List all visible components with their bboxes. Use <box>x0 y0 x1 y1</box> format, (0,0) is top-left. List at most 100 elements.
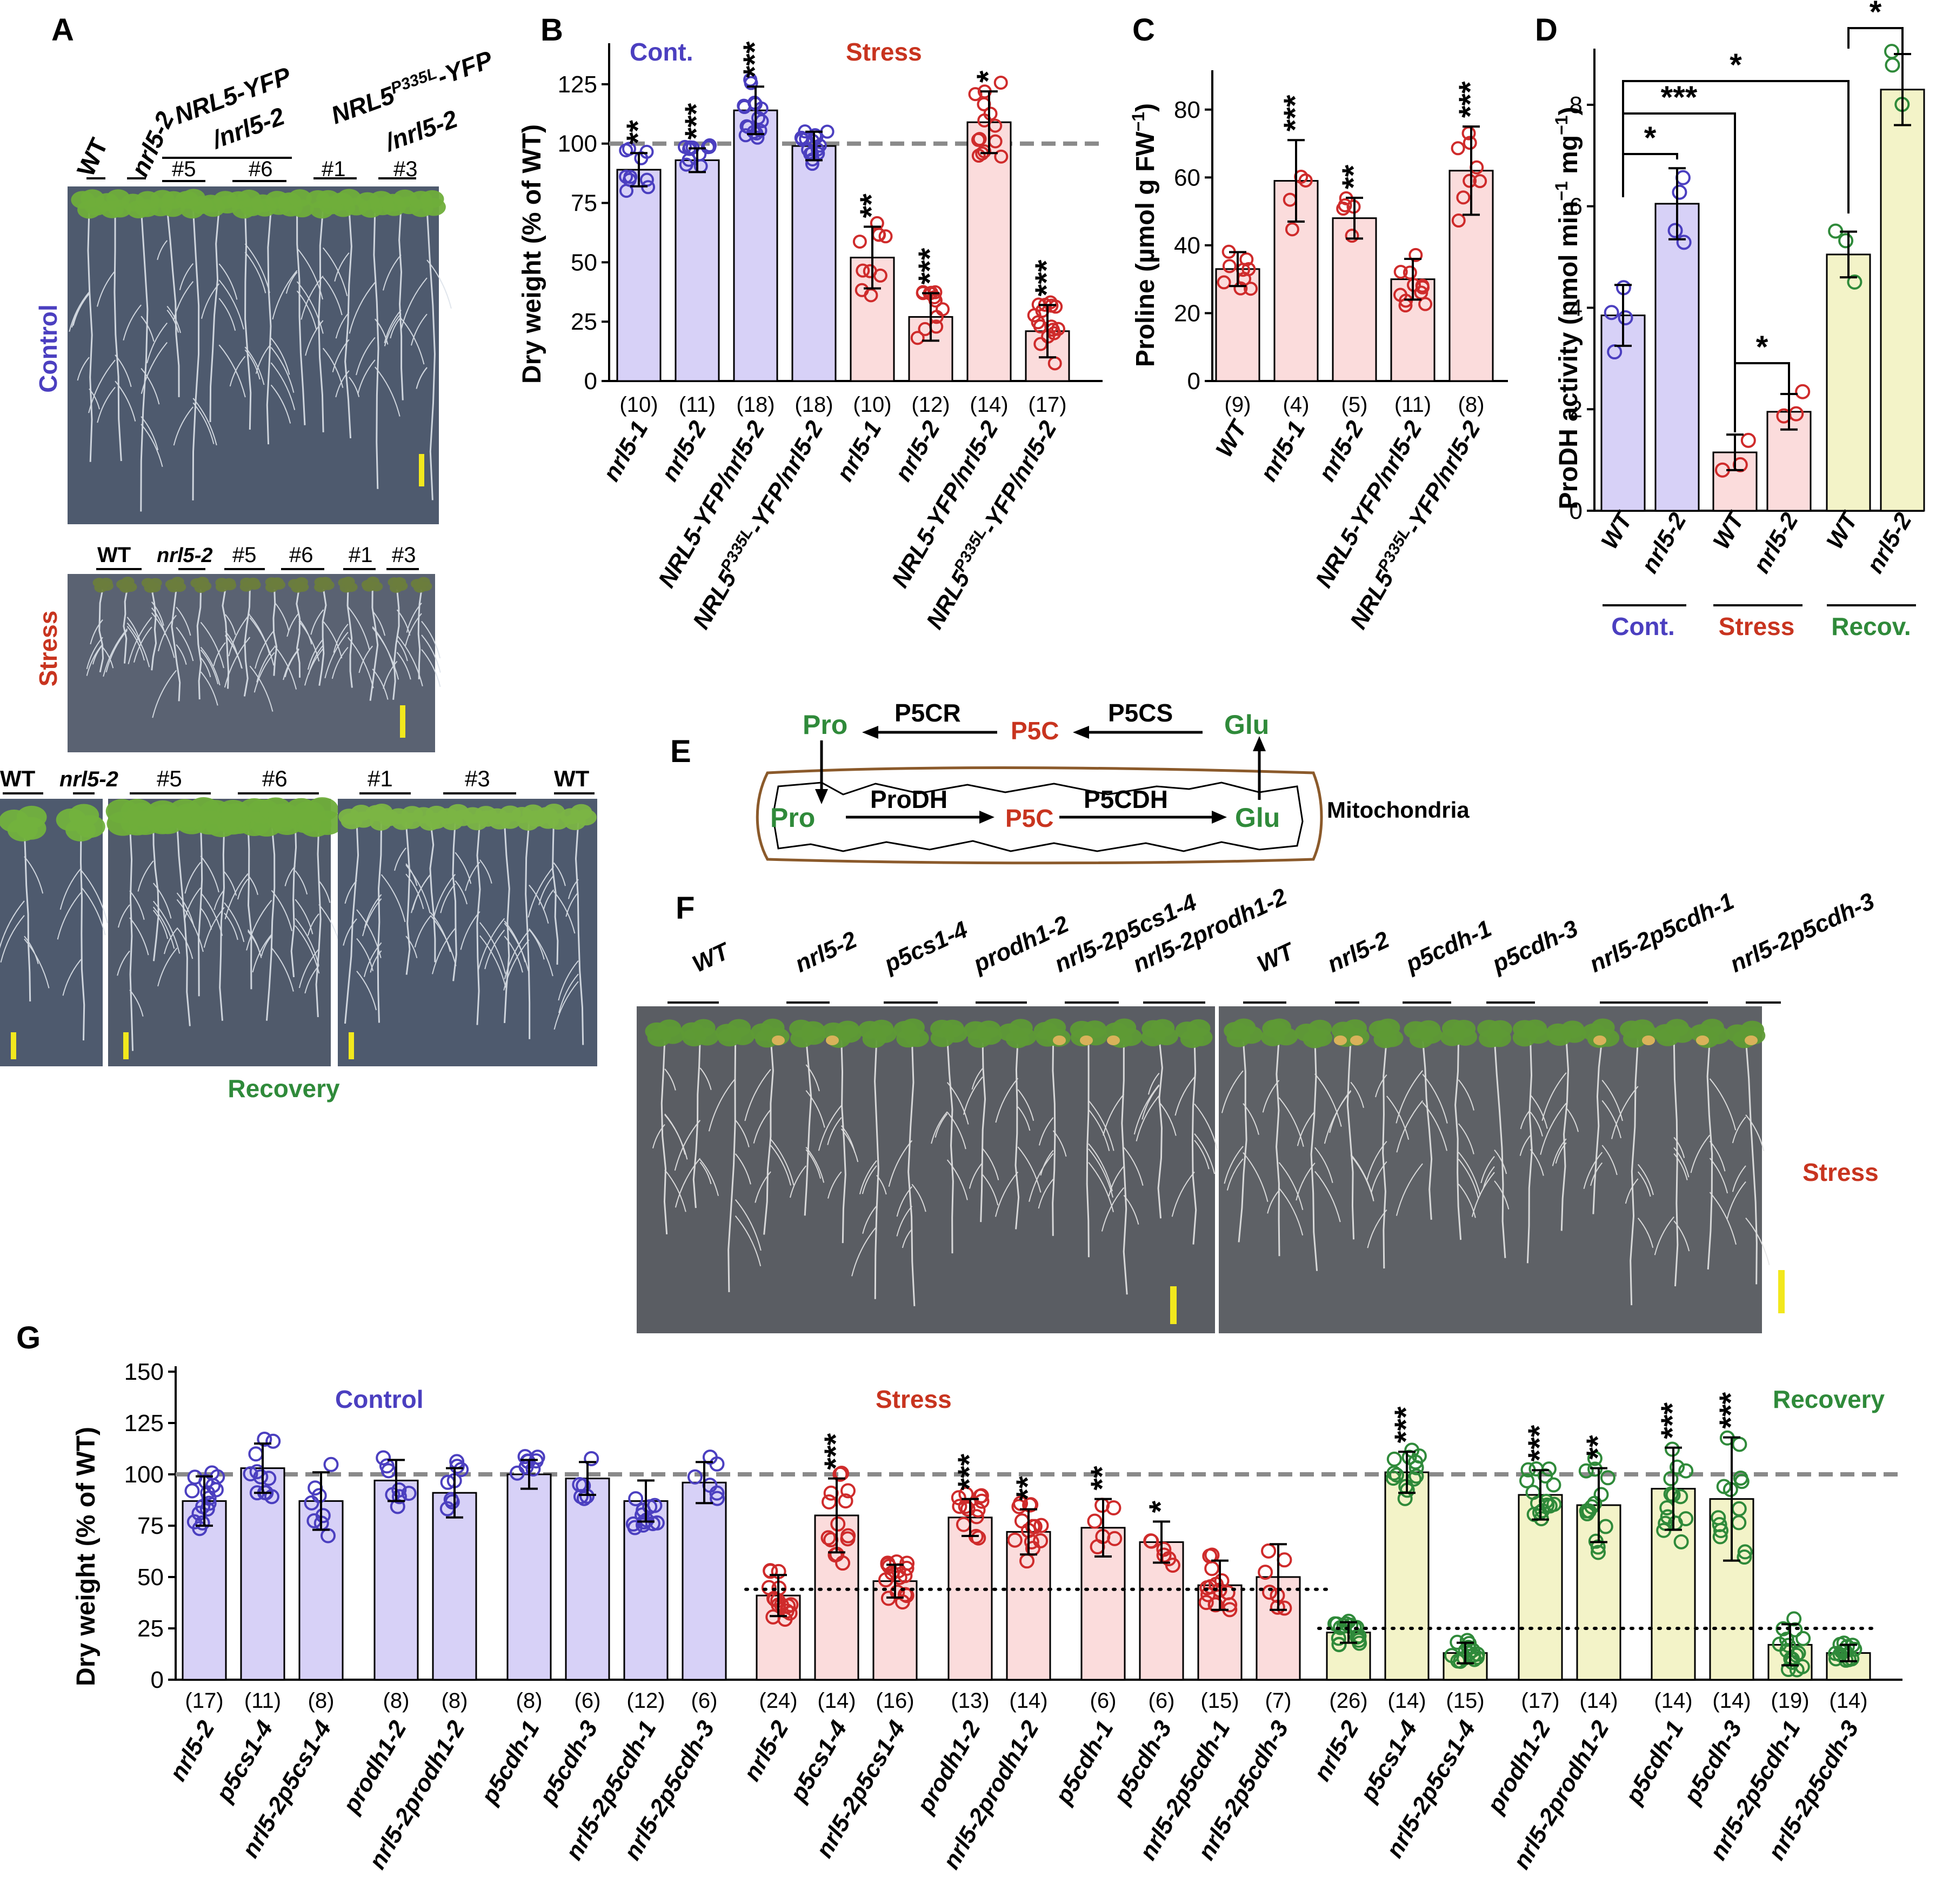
lateral-root <box>1371 1161 1387 1192</box>
category-label: WT <box>1708 507 1750 553</box>
data-point <box>1385 1471 1401 1486</box>
y-axis-label-b: Dry weight (% of WT) <box>518 124 546 384</box>
panel-label-e: E <box>670 734 691 769</box>
root <box>1346 1037 1355 1240</box>
label-line-3-stress: #3 <box>392 543 416 567</box>
pale-leaf <box>1350 1035 1363 1045</box>
n-label: (14) <box>1654 1689 1692 1713</box>
root <box>1493 1037 1506 1258</box>
lateral-root <box>529 884 549 924</box>
label-wt: WT <box>71 133 113 181</box>
leaf <box>222 578 236 588</box>
data-point <box>763 1564 778 1579</box>
leaf <box>69 804 99 827</box>
lateral-root <box>372 626 395 671</box>
lateral-root <box>384 310 402 343</box>
leaf <box>1232 1018 1256 1037</box>
significance: *** <box>1453 81 1488 118</box>
bracket-wt-recov <box>1622 80 1850 213</box>
data-point <box>1734 1474 1750 1489</box>
lateral-root <box>1601 1100 1622 1139</box>
leaf <box>288 189 312 208</box>
lateral-root <box>1038 1117 1054 1146</box>
data-point <box>635 1517 651 1533</box>
data-point <box>1051 322 1065 336</box>
significance: ** <box>1336 164 1371 189</box>
pale-leaf <box>1053 1035 1066 1045</box>
root <box>525 821 531 1039</box>
lateral-root <box>335 370 350 398</box>
n-label: (17) <box>185 1689 223 1713</box>
label-line-1: #1 <box>322 157 346 181</box>
lateral-root <box>1262 1080 1280 1113</box>
pathway-arrows <box>815 726 1266 824</box>
lateral-root <box>394 847 406 871</box>
root <box>1238 1037 1247 1242</box>
data-point <box>780 1598 796 1614</box>
bar <box>947 1516 993 1681</box>
lateral-root <box>1458 1184 1476 1218</box>
lateral-root <box>1519 1135 1531 1156</box>
label-wt-recovery: WT <box>0 766 36 791</box>
leaf <box>940 1019 964 1038</box>
lateral-root <box>1243 1103 1259 1135</box>
data-point <box>1144 1533 1159 1549</box>
data-point <box>1723 1482 1738 1498</box>
data-point <box>576 1491 592 1506</box>
data-point <box>195 1515 210 1531</box>
data-point <box>928 293 943 308</box>
lateral-root <box>192 402 215 444</box>
leaf <box>1665 1019 1689 1037</box>
y-tick-label: 4 <box>1570 295 1583 321</box>
lateral-root <box>380 874 406 923</box>
data-point <box>1277 1552 1292 1568</box>
y-tick-label: 80 <box>1174 97 1200 123</box>
data-point <box>323 1457 339 1472</box>
root <box>476 821 481 1025</box>
root <box>171 589 181 702</box>
lateral-root <box>412 873 431 910</box>
category-label: WT <box>1211 415 1253 462</box>
data-point <box>1393 264 1408 279</box>
lateral-root <box>911 1184 926 1212</box>
label-stress-f: Stress <box>1803 1158 1879 1186</box>
lateral-root <box>272 270 298 320</box>
data-point <box>391 1489 407 1505</box>
lateral-root <box>931 1111 948 1144</box>
root <box>222 589 230 689</box>
lateral-root <box>249 665 273 712</box>
root <box>344 821 359 1024</box>
y-tick-label: 0 <box>151 1667 164 1693</box>
root <box>452 821 457 981</box>
lateral-root <box>735 1199 762 1251</box>
lateral-root <box>1732 1117 1746 1144</box>
leaf <box>16 805 47 829</box>
lateral-root <box>332 339 350 372</box>
lateral-root <box>1017 1089 1034 1121</box>
root <box>1630 1037 1639 1306</box>
n-label: (14) <box>1829 1689 1867 1713</box>
root <box>1014 1037 1020 1230</box>
lateral-root <box>1386 1095 1410 1140</box>
lateral-root <box>1494 1150 1507 1174</box>
n-label: (10) <box>619 393 658 417</box>
lateral-root <box>406 603 422 633</box>
lateral-root <box>770 1145 792 1186</box>
lateral-root <box>0 915 25 963</box>
lateral-root <box>249 617 275 666</box>
data-point <box>1737 1549 1752 1565</box>
lateral-root <box>1530 1112 1543 1137</box>
category-label: NRL5-YFP/nrl5-2 <box>653 416 770 592</box>
lateral-root <box>349 282 376 334</box>
lateral-root <box>343 918 357 946</box>
lateral-root <box>1637 1171 1651 1197</box>
root <box>429 821 436 963</box>
data-point <box>687 1469 703 1485</box>
lateral-root <box>414 916 431 948</box>
root <box>946 1037 954 1254</box>
data-point <box>1222 259 1237 273</box>
lateral-root <box>503 939 530 991</box>
category-label: nrl5-1 <box>598 417 653 486</box>
lateral-root <box>400 277 428 330</box>
